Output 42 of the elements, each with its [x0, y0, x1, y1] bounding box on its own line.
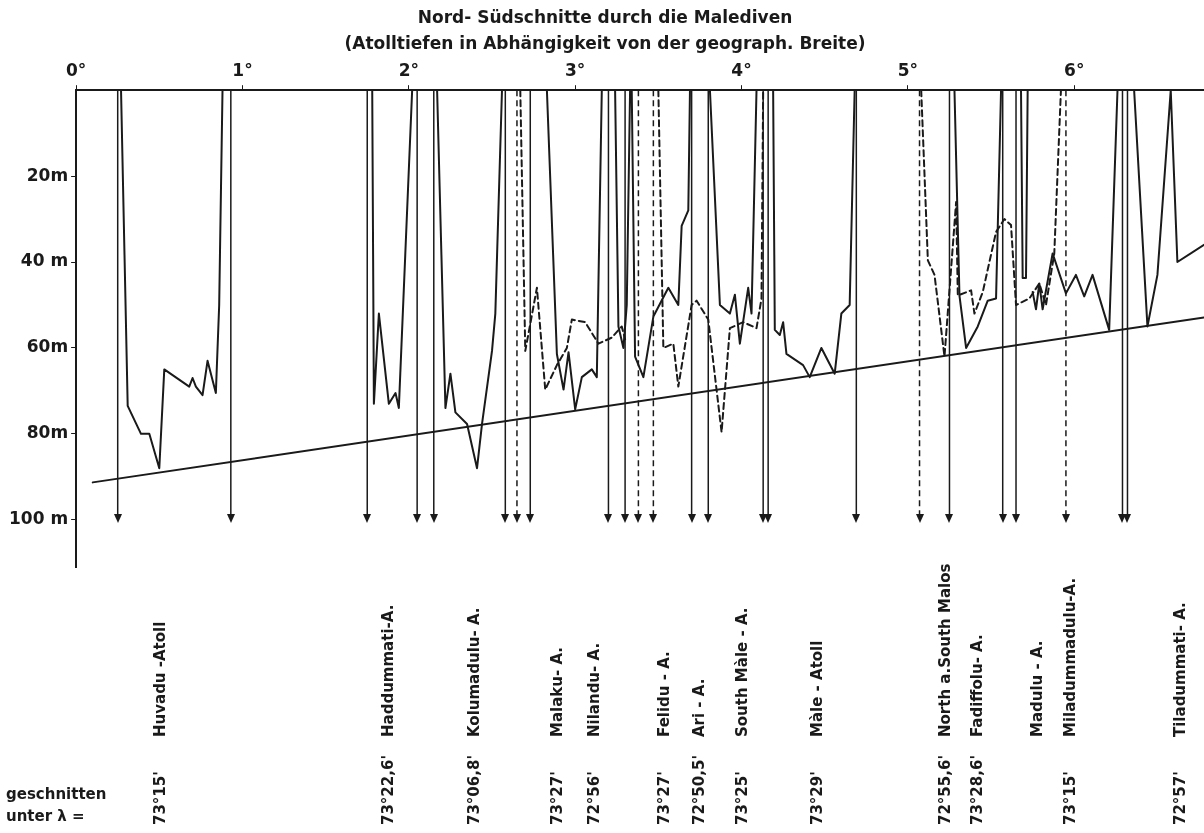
text: Màle - Atoll	[807, 640, 826, 737]
text: Kolumadulu- A.	[465, 607, 484, 737]
text: 72°57'	[1170, 771, 1189, 825]
x-tick-label: 6°	[1064, 60, 1085, 81]
text: Haddummati-A.	[378, 604, 397, 737]
text: 73°15'	[150, 771, 169, 825]
text: 73°27'	[654, 771, 673, 825]
text: 73°29'	[807, 771, 826, 825]
text: 73°15'	[1060, 771, 1079, 825]
annotation: North a.South Malos	[936, 563, 955, 737]
y-tick-label: 100 m	[8, 508, 69, 529]
text: geschnitten unter λ =	[6, 784, 107, 827]
x-tick-label: 0°	[65, 60, 87, 81]
text: Ari - A.	[689, 678, 708, 737]
text: 73°22,6'	[378, 755, 397, 825]
text: Madulu - A.	[1027, 640, 1046, 737]
chart-subtitle: (Atolltiefen in Abhängigkeit von der geograph. Breite)	[344, 33, 866, 54]
text: 73°27'	[548, 771, 567, 825]
text: 72°50,5'	[689, 755, 708, 825]
text: Felidu - A.	[654, 651, 673, 737]
text: Nilandu- A.	[585, 642, 604, 737]
chart-title: Nord- Südschnitte durch die Malediven	[417, 6, 793, 27]
x-tick-label: 2°	[398, 60, 419, 81]
text: Tiladummati- A.	[1170, 602, 1189, 737]
text: Huvadu -Atoll	[150, 621, 169, 737]
text: South Màle - A.	[733, 607, 752, 737]
x-tick-label: 3°	[565, 60, 586, 81]
text: Malaku- A.	[548, 647, 567, 737]
y-tick-label: 60m	[26, 336, 69, 357]
text: 73°06,8'	[465, 755, 484, 825]
text: Fadiffolu- A.	[967, 634, 986, 737]
text: 73°28,6'	[967, 755, 986, 825]
text: 73°25'	[733, 771, 752, 825]
x-tick-label: 4°	[731, 60, 752, 81]
x-tick-label: 1°	[232, 60, 253, 81]
text: 72°55,6'	[936, 755, 955, 825]
y-tick-label: 80m	[26, 422, 69, 443]
y-tick-label: 40 m	[20, 250, 69, 271]
x-tick-label: 5°	[897, 60, 919, 81]
text: 72°56'	[585, 771, 604, 825]
y-tick-label: 20m	[26, 164, 69, 185]
text: Miladummadulu-A.	[1060, 577, 1079, 737]
